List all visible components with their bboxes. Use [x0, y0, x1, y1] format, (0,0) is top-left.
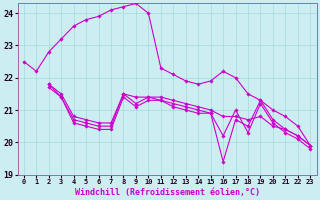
X-axis label: Windchill (Refroidissement éolien,°C): Windchill (Refroidissement éolien,°C) [75, 188, 260, 197]
